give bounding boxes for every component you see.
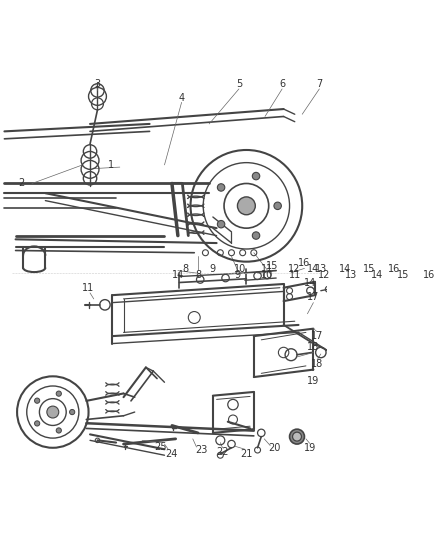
Text: 19: 19 [304, 443, 316, 453]
Text: 9: 9 [210, 264, 216, 274]
Circle shape [293, 432, 301, 441]
Text: 3: 3 [95, 79, 101, 90]
Text: 15: 15 [266, 261, 279, 271]
Text: 14: 14 [172, 270, 184, 280]
Text: 25: 25 [155, 442, 167, 452]
Text: 21: 21 [240, 449, 253, 459]
Text: 15: 15 [363, 264, 375, 274]
Text: 17: 17 [307, 293, 320, 302]
Text: 22: 22 [216, 447, 229, 457]
Text: 9: 9 [234, 270, 240, 280]
Text: 12: 12 [288, 264, 300, 274]
Text: 14: 14 [339, 264, 351, 274]
Circle shape [252, 172, 260, 180]
Text: 5: 5 [236, 79, 242, 90]
Text: 10: 10 [261, 270, 273, 280]
Text: 4: 4 [179, 93, 185, 103]
Text: 20: 20 [268, 443, 281, 453]
Circle shape [237, 197, 255, 215]
Text: 13: 13 [315, 264, 327, 274]
Circle shape [217, 221, 225, 228]
Circle shape [35, 421, 40, 426]
Text: 8: 8 [182, 264, 188, 274]
Text: 16: 16 [298, 258, 311, 268]
Text: 1: 1 [108, 160, 114, 170]
Text: 13: 13 [344, 270, 357, 280]
Text: 23: 23 [195, 445, 208, 455]
Text: 6: 6 [279, 79, 285, 90]
Text: 19: 19 [307, 376, 319, 386]
Text: 8: 8 [195, 270, 201, 280]
Text: 16: 16 [423, 270, 435, 280]
Circle shape [56, 428, 61, 433]
Text: 12: 12 [318, 270, 331, 280]
Text: 24: 24 [166, 449, 178, 459]
Text: 11: 11 [82, 284, 95, 294]
Text: 10: 10 [234, 264, 247, 274]
Circle shape [56, 391, 61, 396]
Circle shape [290, 429, 304, 444]
Circle shape [274, 202, 281, 209]
Text: 16: 16 [388, 264, 400, 274]
Text: 14: 14 [307, 264, 319, 274]
Text: 14: 14 [304, 278, 316, 287]
Text: 11: 11 [289, 270, 301, 280]
Text: 7: 7 [316, 79, 322, 90]
Text: 18: 18 [311, 359, 323, 369]
Text: 14: 14 [371, 270, 383, 280]
Text: 11: 11 [261, 264, 273, 274]
Text: 18: 18 [307, 342, 319, 352]
Text: 17: 17 [311, 331, 323, 341]
Text: 2: 2 [18, 179, 25, 189]
Circle shape [252, 232, 260, 239]
Text: 15: 15 [396, 270, 409, 280]
Circle shape [35, 398, 40, 403]
Circle shape [70, 409, 75, 415]
Circle shape [217, 184, 225, 191]
Circle shape [47, 406, 59, 418]
